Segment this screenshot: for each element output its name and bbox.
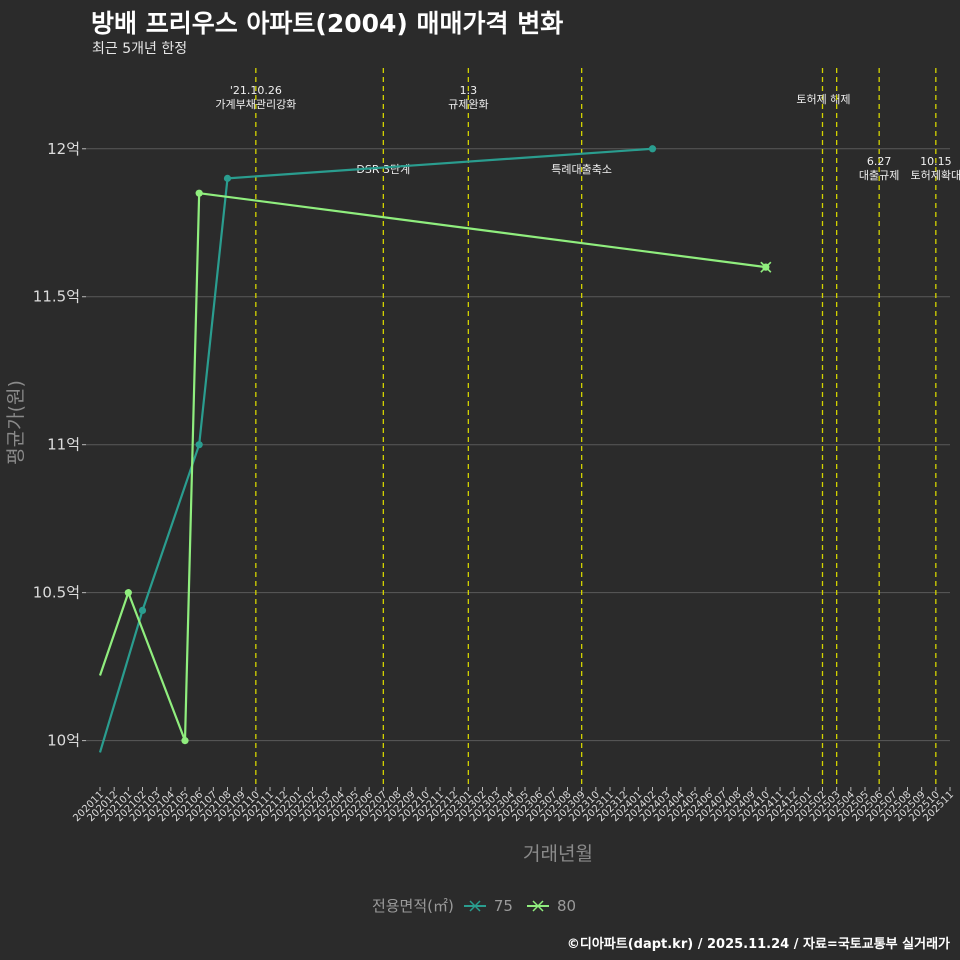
- source-caption: ©디아파트(dapt.kr) / 2025.11.24 / 자료=국토교통부 실…: [566, 937, 950, 952]
- y-tick-label: 11억: [47, 436, 80, 454]
- event-label: 특례대출축소: [551, 163, 612, 176]
- legend-item-75: 75: [462, 897, 513, 915]
- y-tick-label: 11.5억: [33, 288, 80, 306]
- data-point-80: [181, 737, 189, 745]
- data-point-75: [138, 606, 147, 615]
- x-axis-title: 거래년월: [523, 843, 593, 865]
- legend-label-80: 80: [556, 896, 577, 915]
- y-tick-label: 10.5억: [33, 584, 80, 602]
- legend-swatch-75: [463, 899, 486, 912]
- data-point-80: [124, 589, 132, 597]
- legend-label-75: 75: [493, 896, 513, 915]
- data-point-75: [195, 441, 203, 449]
- y-axis-title: 평균가(원): [5, 380, 27, 465]
- event-label: '21.10.26 가계부채관리강화: [215, 84, 296, 111]
- event-label: 10.15 토허제확대: [911, 155, 960, 182]
- chart-title: 방배 프리우스 아파트(2004) 매매가격 변화: [91, 9, 564, 38]
- legend: 전용면적(㎡) 75 80: [0, 895, 960, 916]
- legend-title: 전용면적(㎡): [371, 897, 454, 915]
- event-label: 6.27 대출규제: [859, 155, 899, 182]
- chart-subtitle: 최근 5개년 한정: [92, 41, 188, 57]
- series-line-75: [98, 147, 653, 753]
- event-label: 토허제 해제: [796, 92, 850, 106]
- legend-swatch-80: [526, 899, 549, 912]
- y-tick-label: 10억: [47, 732, 80, 750]
- last-point-marker: [760, 261, 772, 273]
- data-point-75: [648, 145, 657, 153]
- y-tick-label: 12억: [47, 140, 80, 158]
- data-point-75: [223, 174, 232, 182]
- legend-item-80: 80: [525, 897, 576, 915]
- data-point-80: [195, 189, 203, 197]
- series-line-80: [98, 192, 766, 742]
- event-label: 1.3 규제완화: [448, 84, 488, 111]
